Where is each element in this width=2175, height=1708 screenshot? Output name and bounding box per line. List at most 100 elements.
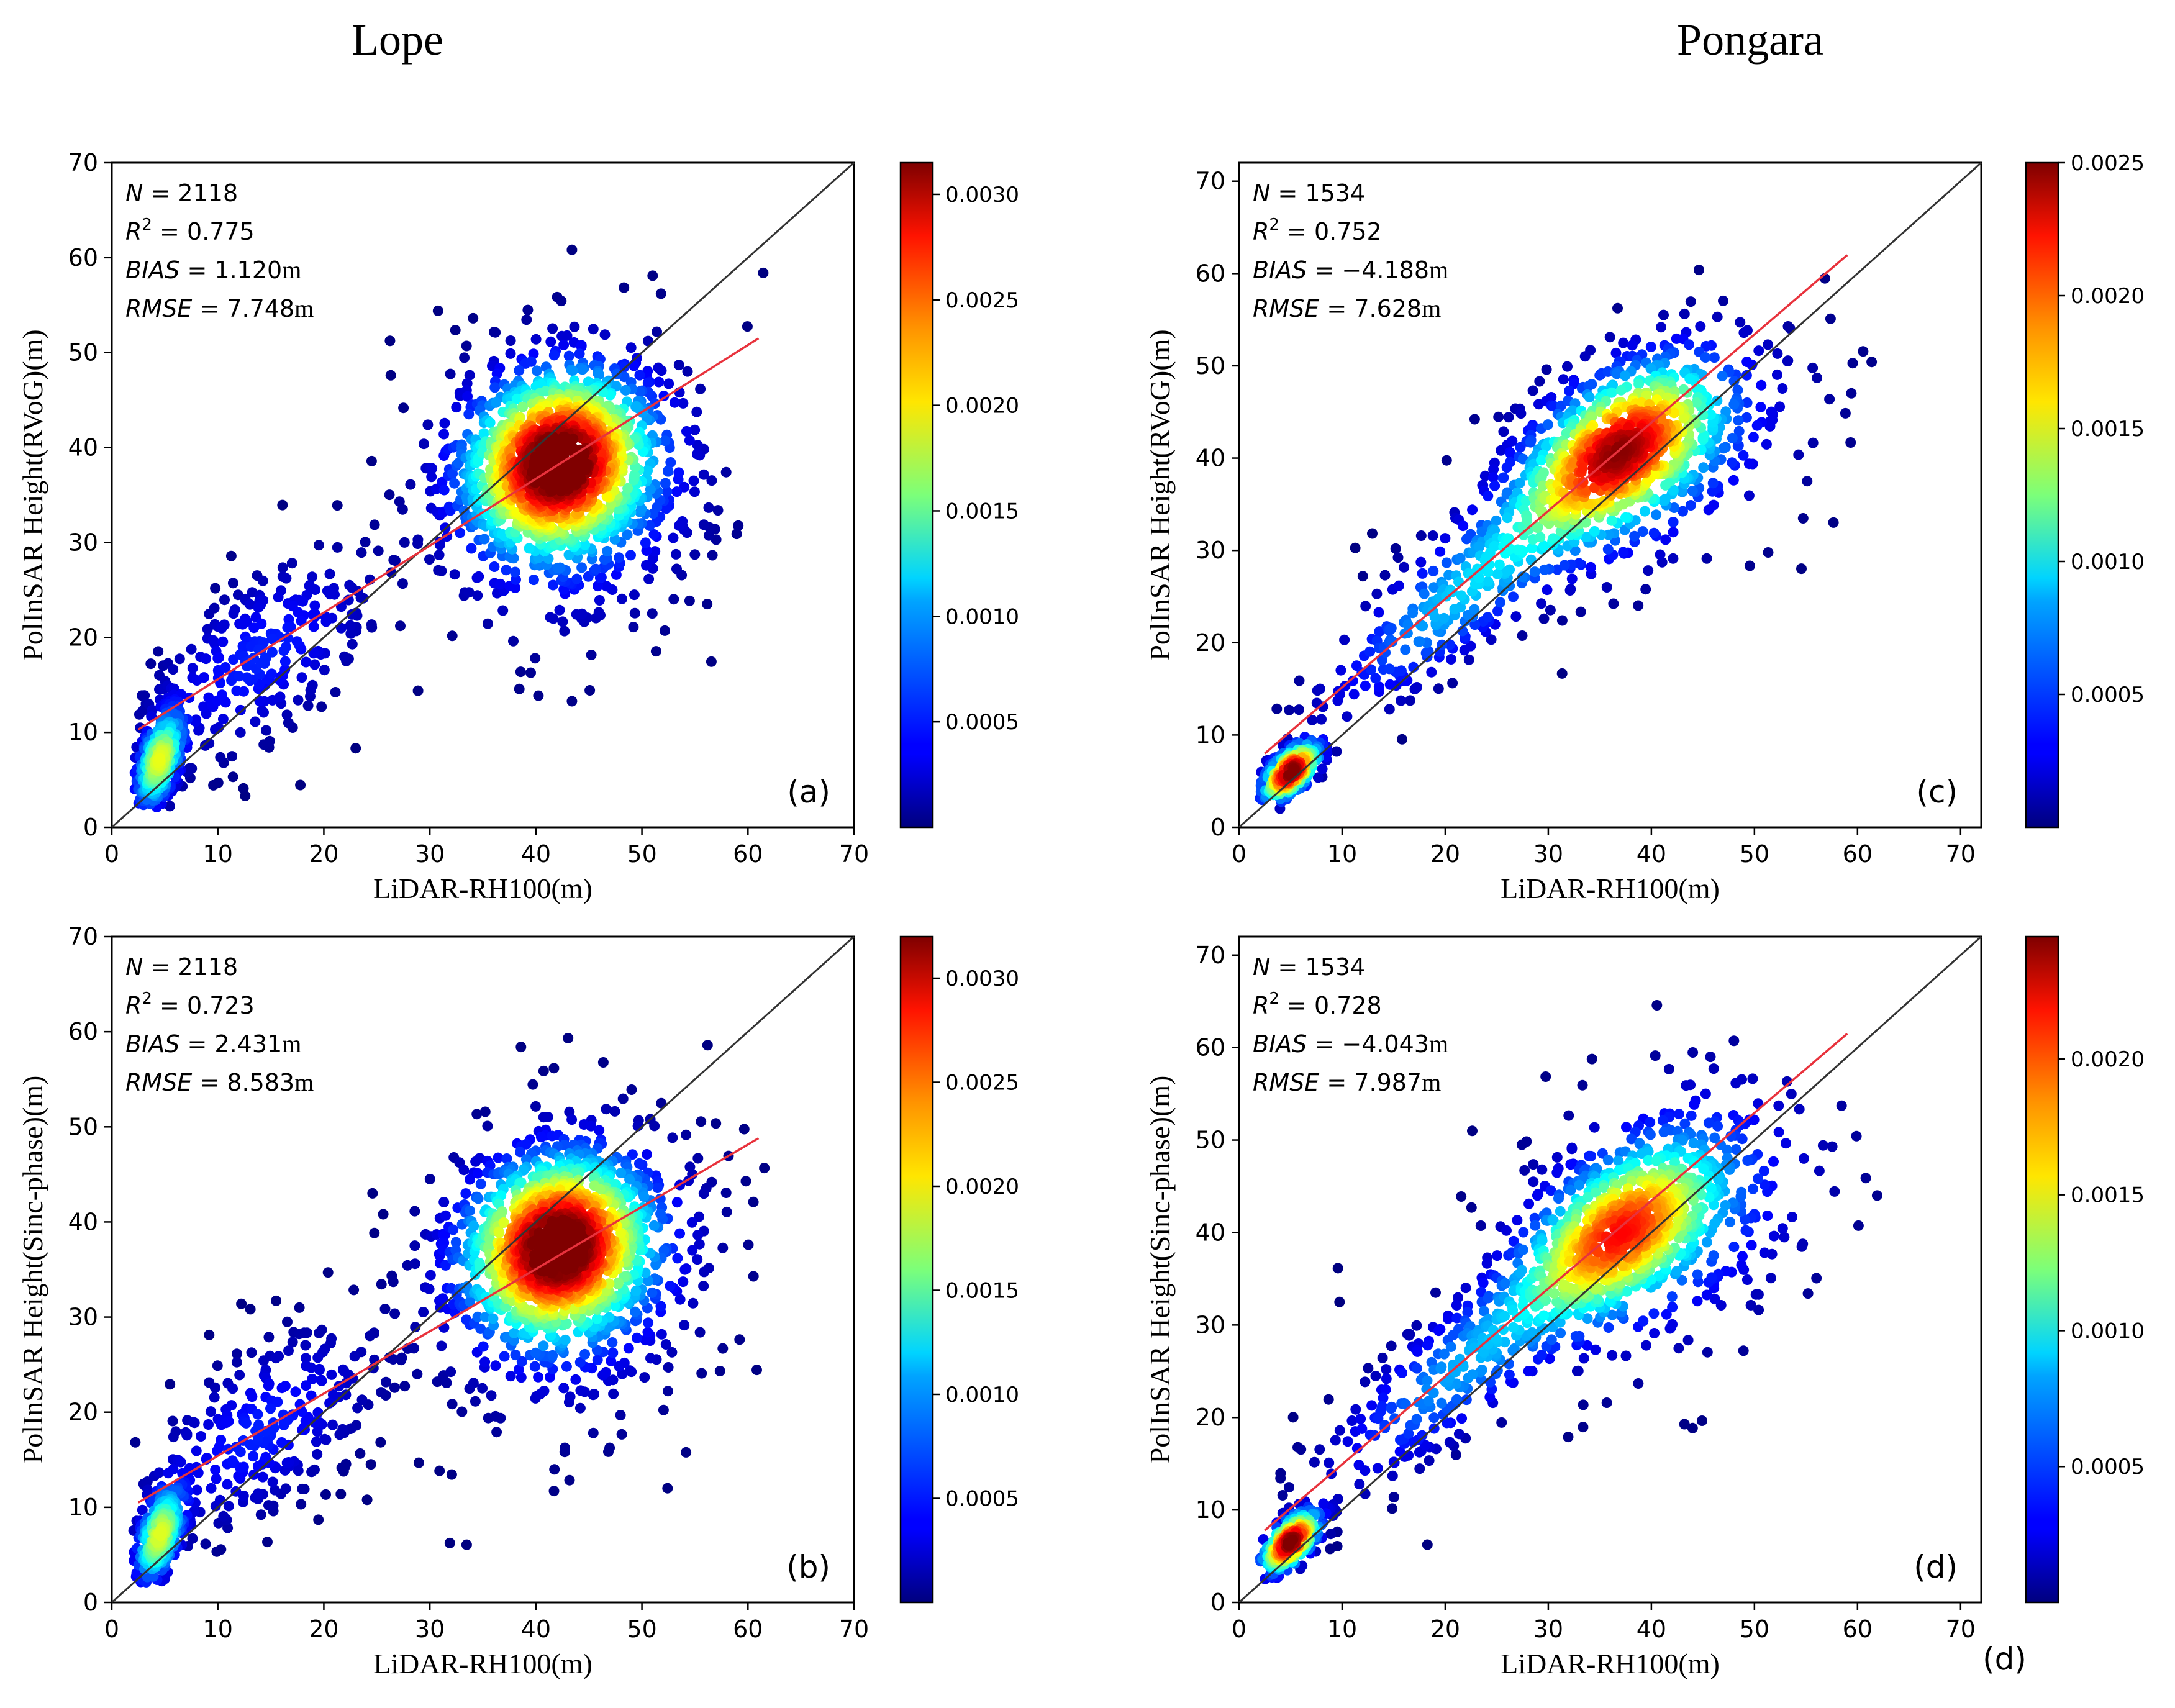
scatter-point xyxy=(1536,455,1546,466)
scatter-point xyxy=(1766,406,1777,417)
scatter-point xyxy=(1608,598,1619,609)
scatter-point xyxy=(593,607,604,618)
scatter-point xyxy=(650,646,661,657)
scatter-point xyxy=(663,1386,673,1397)
scatter-point xyxy=(576,562,588,573)
scatter-point xyxy=(505,335,516,346)
scatter-point xyxy=(1373,607,1384,618)
scatter-point xyxy=(688,1297,699,1309)
scatter-point xyxy=(652,1183,663,1193)
scatter-point xyxy=(672,1253,683,1264)
scatter-point xyxy=(692,440,703,451)
scatter-point xyxy=(1743,490,1755,501)
scatter-point xyxy=(432,305,443,316)
panels: 0 10 20 30 40 50 60 70010203040506070LiDAR-RH10… xyxy=(17,149,2145,1679)
scatter-point xyxy=(698,469,709,480)
scatter-point xyxy=(1620,512,1631,523)
scatter-point xyxy=(1517,630,1528,641)
scatter-point xyxy=(294,1302,305,1313)
scatter-point xyxy=(696,1368,707,1379)
scatter-point xyxy=(588,324,599,335)
scatter-point xyxy=(1796,563,1807,575)
x-tick-label: 70 xyxy=(839,1615,869,1643)
scatter-panel-b: 0 10 20 30 40 50 60 70010203040506070LiDAR-RH10… xyxy=(17,923,1019,1679)
scatter-point xyxy=(1679,308,1690,319)
scatter-point xyxy=(1733,415,1744,426)
scatter-point xyxy=(742,321,753,332)
scatter-point xyxy=(511,574,521,585)
scatter-point xyxy=(246,1347,257,1358)
scatter-point xyxy=(748,1196,759,1207)
colorbar-tick-label: 0.0030 xyxy=(945,183,1019,207)
scatter-point xyxy=(484,417,496,428)
scatter-point xyxy=(245,599,255,610)
scatter-point xyxy=(1695,321,1706,332)
scatter-point xyxy=(236,1298,247,1309)
scatter-point xyxy=(365,1330,376,1342)
scatter-point xyxy=(258,739,270,750)
scatter-point xyxy=(566,244,578,255)
scatter-point xyxy=(1604,332,1615,343)
scatter-point xyxy=(463,587,475,598)
scatter-point xyxy=(611,569,622,580)
scatter-point xyxy=(395,620,406,632)
scatter-point xyxy=(256,618,267,629)
scatter-point xyxy=(297,596,308,607)
y-tick-label: 70 xyxy=(68,923,98,950)
scatter-point xyxy=(1727,457,1738,468)
scatter-point xyxy=(210,583,221,594)
scatter-point xyxy=(456,1406,468,1417)
scatter-point xyxy=(369,1227,380,1238)
scatter-point xyxy=(583,376,594,388)
scatter-point xyxy=(615,1168,627,1178)
scatter-point xyxy=(1559,560,1570,571)
scatter-point xyxy=(625,550,636,561)
scatter-point xyxy=(339,651,350,662)
scatter-point xyxy=(663,1362,674,1373)
scatter-point xyxy=(449,478,460,489)
scatter-point xyxy=(462,391,473,402)
scatter-point xyxy=(307,571,318,583)
colorbar-tick-label: 0.0010 xyxy=(945,1383,1019,1407)
scatter-point xyxy=(231,1356,242,1368)
scatter-point xyxy=(231,685,242,696)
scatter-point xyxy=(1627,340,1638,351)
scatter-point xyxy=(381,1376,391,1388)
scatter-point xyxy=(295,779,306,791)
scatter-point xyxy=(720,1188,732,1198)
scatter-point xyxy=(497,605,509,616)
scatter-point xyxy=(714,1366,725,1376)
scatter-point xyxy=(199,672,209,683)
scatter-point xyxy=(530,653,541,664)
scatter-point xyxy=(1558,374,1569,385)
scatter-point xyxy=(290,1386,301,1397)
scatter-point xyxy=(273,592,284,602)
scatter-point xyxy=(706,475,717,486)
scatter-point xyxy=(388,1276,399,1288)
scatter-point xyxy=(282,622,293,633)
scatter-point xyxy=(563,549,574,560)
scatter-points xyxy=(1255,265,1878,814)
scatter-point xyxy=(698,519,709,530)
scatter-point xyxy=(1684,373,1696,384)
scatter-point xyxy=(689,486,700,497)
scatter-point xyxy=(336,1462,347,1473)
y-tick-label: 70 xyxy=(68,149,98,176)
scatter-point xyxy=(679,1264,691,1275)
scatter-point xyxy=(253,602,264,613)
scatter-point xyxy=(282,1316,293,1327)
scatter-point xyxy=(367,1188,378,1199)
scatter-point xyxy=(564,1474,575,1486)
scatter-point xyxy=(212,777,224,788)
scatter-point xyxy=(1294,704,1304,715)
scatter-point xyxy=(301,1380,312,1391)
scatter-point xyxy=(658,1404,669,1415)
x-tick-label: 60 xyxy=(733,1615,763,1643)
scatter-point xyxy=(525,667,536,678)
scatter-point xyxy=(458,1165,470,1176)
scatter-point xyxy=(227,578,238,589)
scatter-point xyxy=(227,1455,238,1466)
scatter-point xyxy=(471,1109,483,1120)
scatter-point xyxy=(1637,526,1648,537)
scatter-point xyxy=(1271,703,1283,714)
